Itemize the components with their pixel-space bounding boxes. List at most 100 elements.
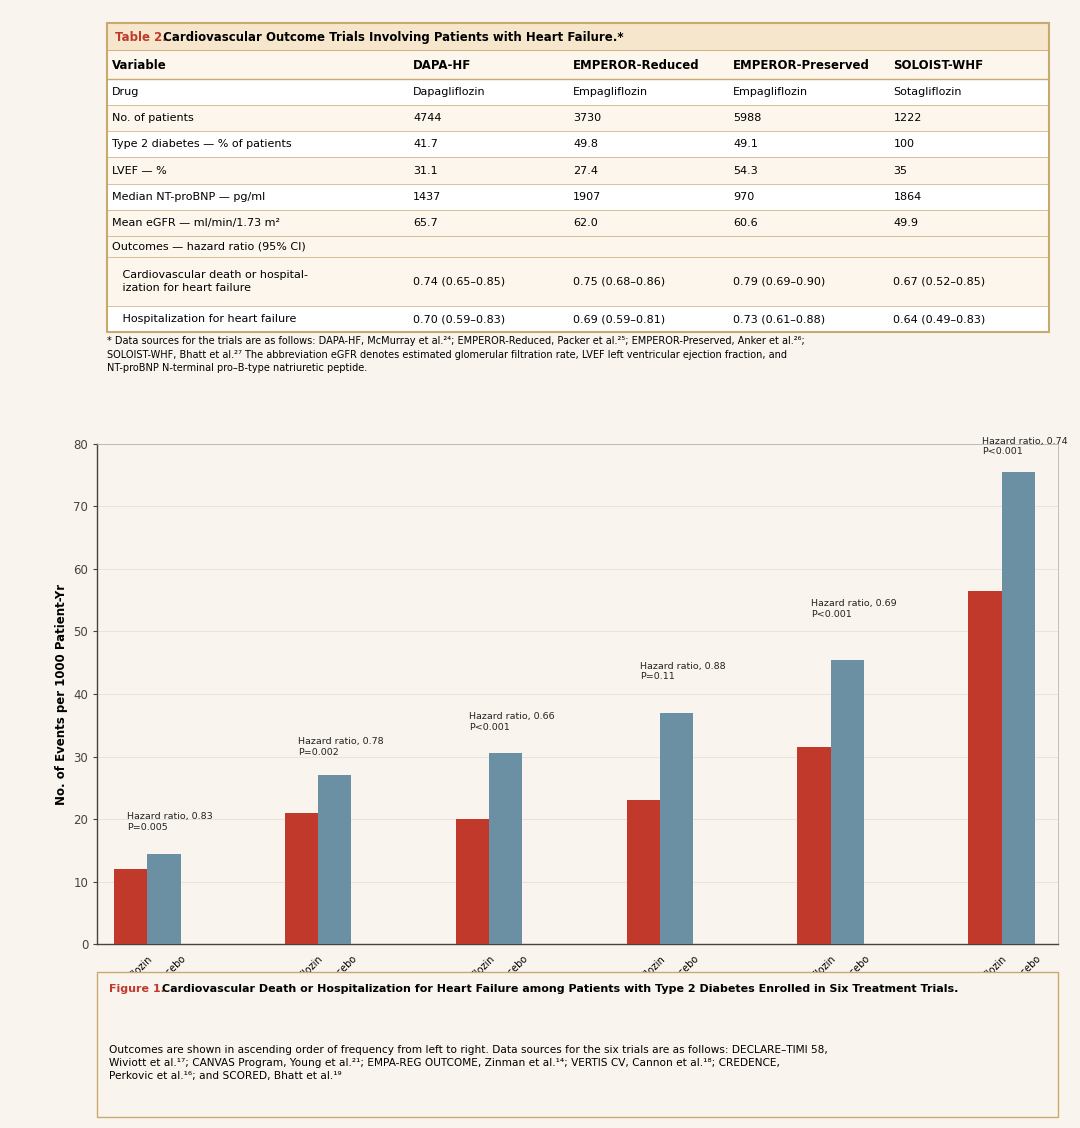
Text: No. of patients: No. of patients (111, 113, 193, 123)
Text: 970: 970 (733, 192, 755, 202)
FancyBboxPatch shape (107, 24, 1049, 51)
Text: Empagliflozin: Empagliflozin (733, 87, 809, 97)
Text: Sotagliflozin: Sotagliflozin (960, 953, 1009, 1003)
Text: Cardiovascular death or hospital-
   ization for heart failure: Cardiovascular death or hospital- izatio… (111, 271, 308, 293)
Bar (831, 660, 864, 944)
FancyBboxPatch shape (107, 184, 1049, 210)
Text: (N=10,142): (N=10,142) (300, 1098, 369, 1108)
Text: (N=17,160): (N=17,160) (129, 1066, 199, 1076)
Text: 0.69 (0.59–0.81): 0.69 (0.59–0.81) (573, 315, 665, 324)
FancyBboxPatch shape (107, 236, 1049, 257)
Text: Canagliflozin: Canagliflozin (786, 953, 838, 1005)
Text: SOLOIST-WHF: SOLOIST-WHF (893, 59, 984, 71)
Text: (N=10,584): (N=10,584) (984, 1066, 1053, 1076)
FancyBboxPatch shape (107, 158, 1049, 184)
Text: 4744: 4744 (413, 113, 442, 123)
FancyBboxPatch shape (107, 79, 1049, 105)
Text: 49.1: 49.1 (733, 140, 758, 149)
Text: 60.6: 60.6 (733, 218, 758, 228)
Text: VERTIS CV: VERTIS CV (645, 1036, 708, 1045)
Text: Hazard ratio, 0.78
P=0.002: Hazard ratio, 0.78 P=0.002 (298, 738, 383, 757)
Text: Type 2 diabetes — % of patients: Type 2 diabetes — % of patients (111, 140, 292, 149)
Text: Figure 1.: Figure 1. (109, 984, 164, 994)
FancyBboxPatch shape (107, 131, 1049, 158)
Text: 1437: 1437 (413, 192, 442, 202)
Text: 0.79 (0.69–0.90): 0.79 (0.69–0.90) (733, 276, 825, 287)
Bar (797, 747, 831, 944)
Text: Placebo: Placebo (496, 953, 529, 988)
Text: Table 2.: Table 2. (114, 30, 166, 44)
Text: (N=8246): (N=8246) (648, 1066, 705, 1076)
Text: 0.67 (0.52–0.85): 0.67 (0.52–0.85) (893, 276, 986, 287)
Text: 31.1: 31.1 (413, 166, 437, 176)
Bar (319, 775, 351, 944)
Text: Hazard ratio, 0.66
P<0.001: Hazard ratio, 0.66 P<0.001 (469, 712, 555, 732)
Bar (969, 591, 1002, 944)
Text: (N=7020): (N=7020) (476, 1098, 535, 1108)
Text: 65.7: 65.7 (413, 218, 437, 228)
Text: 35: 35 (893, 166, 907, 176)
FancyBboxPatch shape (97, 972, 1058, 1117)
Text: Median NT-proBNP — pg/ml: Median NT-proBNP — pg/ml (111, 192, 265, 202)
Text: CANVAS
Program: CANVAS Program (309, 1036, 361, 1057)
Text: 49.9: 49.9 (893, 218, 918, 228)
Text: Drug: Drug (111, 87, 139, 97)
Text: SCORED: SCORED (994, 1036, 1043, 1045)
Text: Cardiovascular Death or Hospitalization for Heart Failure among Patients with Ty: Cardiovascular Death or Hospitalization … (162, 984, 958, 994)
Bar (113, 870, 147, 944)
Text: LVEF — %: LVEF — % (111, 166, 166, 176)
Text: 0.73 (0.61–0.88): 0.73 (0.61–0.88) (733, 315, 825, 324)
Text: 1864: 1864 (893, 192, 921, 202)
FancyBboxPatch shape (107, 51, 1049, 79)
Text: Placebo: Placebo (666, 953, 700, 988)
Text: 62.0: 62.0 (573, 218, 598, 228)
Text: Empagliflozin: Empagliflozin (443, 953, 496, 1007)
Text: Placebo: Placebo (837, 953, 872, 988)
Text: Variable: Variable (111, 59, 166, 71)
FancyBboxPatch shape (107, 105, 1049, 131)
Text: (N=4401): (N=4401) (819, 1066, 877, 1076)
FancyBboxPatch shape (107, 210, 1049, 236)
Text: 5988: 5988 (733, 113, 761, 123)
Text: Hospitalization for heart failure: Hospitalization for heart failure (111, 315, 296, 324)
Text: Hazard ratio, 0.88
P=0.11: Hazard ratio, 0.88 P=0.11 (640, 662, 726, 681)
Text: Cardiovascular Outcome Trials Involving Patients with Heart Failure.*: Cardiovascular Outcome Trials Involving … (159, 30, 623, 44)
Text: Placebo: Placebo (324, 953, 359, 988)
Text: Hazard ratio, 0.74
P<0.001: Hazard ratio, 0.74 P<0.001 (982, 437, 1067, 456)
Text: 54.3: 54.3 (733, 166, 758, 176)
Text: * Data sources for the trials are as follows: DAPA-HF, McMurray et al.²⁴; EMPERO: * Data sources for the trials are as fol… (107, 336, 805, 372)
Text: 0.74 (0.65–0.85): 0.74 (0.65–0.85) (413, 276, 505, 287)
Text: Placebo: Placebo (1008, 953, 1042, 988)
Text: 41.7: 41.7 (413, 140, 437, 149)
Text: Dapagliflozin: Dapagliflozin (413, 87, 486, 97)
Text: Hazard ratio, 0.69
P<0.001: Hazard ratio, 0.69 P<0.001 (811, 599, 896, 619)
Text: 0.70 (0.59–0.83): 0.70 (0.59–0.83) (413, 315, 505, 324)
Text: Hazard ratio, 0.83
P=0.005: Hazard ratio, 0.83 P=0.005 (127, 812, 213, 831)
Bar (456, 819, 489, 944)
Text: 0.75 (0.68–0.86): 0.75 (0.68–0.86) (573, 276, 665, 287)
FancyBboxPatch shape (107, 306, 1049, 333)
Text: 1907: 1907 (573, 192, 602, 202)
Text: Ertugliflozin: Ertugliflozin (619, 953, 667, 1002)
Bar (285, 813, 319, 944)
Text: 49.8: 49.8 (573, 140, 598, 149)
Text: 1222: 1222 (893, 113, 922, 123)
Text: Dapagliflozin: Dapagliflozin (103, 953, 154, 1006)
Text: 3730: 3730 (573, 113, 602, 123)
Bar (626, 801, 660, 944)
Text: 27.4: 27.4 (573, 166, 598, 176)
Text: 0.64 (0.49–0.83): 0.64 (0.49–0.83) (893, 315, 986, 324)
Text: Sotagliflozin: Sotagliflozin (893, 87, 962, 97)
Text: EMPEROR-Reduced: EMPEROR-Reduced (573, 59, 700, 71)
Text: Outcomes are shown in ascending order of frequency from left to right. Data sour: Outcomes are shown in ascending order of… (109, 1045, 827, 1081)
Text: Outcomes — hazard ratio (95% CI): Outcomes — hazard ratio (95% CI) (111, 241, 306, 252)
Bar (489, 754, 523, 944)
Y-axis label: No. of Events per 1000 Patient-Yr: No. of Events per 1000 Patient-Yr (55, 583, 68, 804)
FancyBboxPatch shape (107, 257, 1049, 306)
Text: DECLARE–TIMI 58: DECLARE–TIMI 58 (111, 1036, 217, 1045)
Text: Empagliflozin: Empagliflozin (573, 87, 648, 97)
Text: EMPEROR-Preserved: EMPEROR-Preserved (733, 59, 870, 71)
Text: CREDENCE: CREDENCE (815, 1036, 880, 1045)
Text: 100: 100 (893, 140, 915, 149)
Bar (147, 854, 180, 944)
